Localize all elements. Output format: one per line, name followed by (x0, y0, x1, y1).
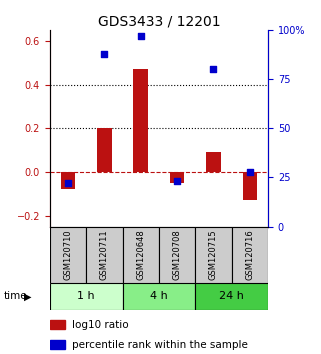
Bar (134, 69, 148, 172)
Bar (97, 128, 112, 172)
Bar (50, 227, 86, 283)
Bar (61, 172, 75, 189)
Point (102, 51, 107, 57)
Point (138, 33, 143, 39)
Bar (50, 283, 123, 310)
Bar (159, 227, 195, 283)
Point (65, 181, 71, 186)
Point (211, 67, 216, 72)
Bar (123, 283, 195, 310)
Bar (50, 340, 65, 349)
Bar (243, 172, 257, 200)
Title: GDS3433 / 12201: GDS3433 / 12201 (98, 15, 220, 29)
Text: log10 ratio: log10 ratio (72, 320, 128, 330)
Bar (86, 227, 123, 283)
Bar (170, 172, 184, 183)
Bar (123, 227, 159, 283)
Bar (232, 227, 268, 283)
Text: 4 h: 4 h (150, 291, 168, 302)
Text: GSM120715: GSM120715 (209, 229, 218, 280)
Text: ▶: ▶ (24, 291, 31, 302)
Text: time: time (3, 291, 27, 302)
Text: 24 h: 24 h (219, 291, 244, 302)
Bar (195, 283, 268, 310)
Point (247, 169, 252, 175)
Text: 1 h: 1 h (77, 291, 95, 302)
Bar (206, 152, 221, 172)
Bar (50, 320, 65, 330)
Text: percentile rank within the sample: percentile rank within the sample (72, 340, 247, 350)
Text: GSM120708: GSM120708 (173, 229, 182, 280)
Text: GSM120710: GSM120710 (64, 229, 73, 280)
Text: GSM120648: GSM120648 (136, 229, 145, 280)
Bar (195, 227, 232, 283)
Text: GSM120711: GSM120711 (100, 229, 109, 280)
Text: GSM120716: GSM120716 (245, 229, 254, 280)
Point (175, 178, 180, 184)
